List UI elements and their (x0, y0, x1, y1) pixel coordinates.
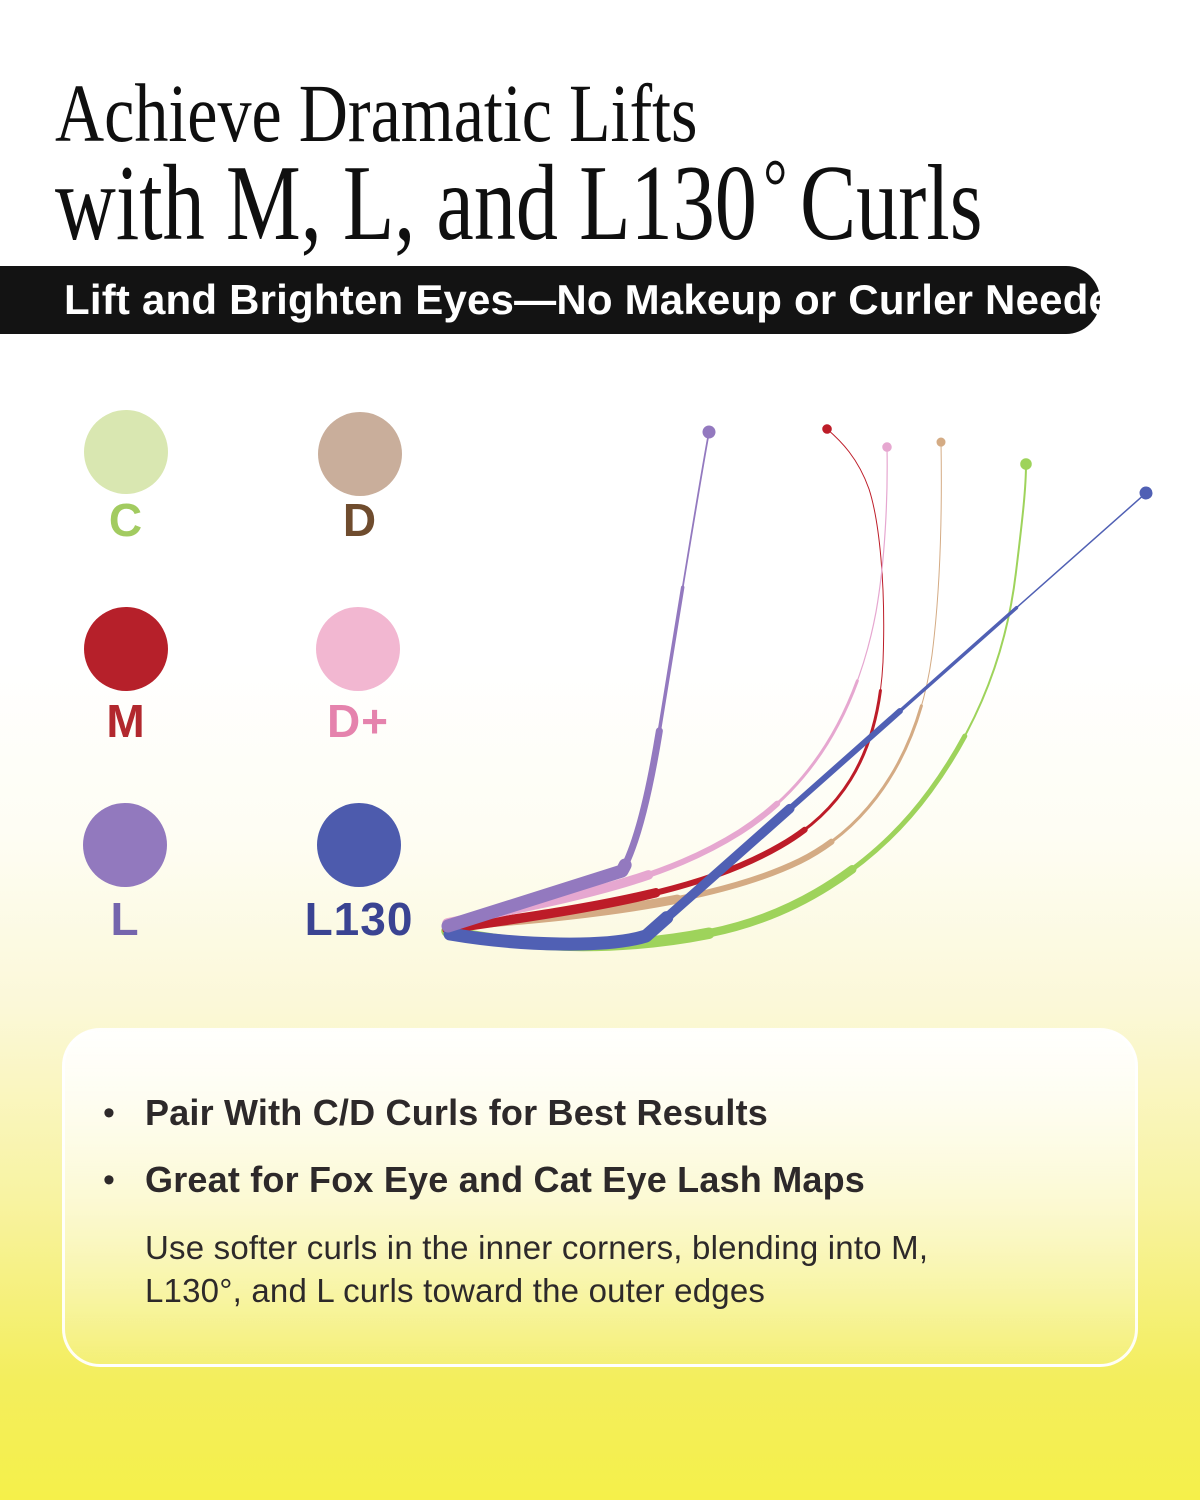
bullet-text: Great for Fox Eye and Cat Eye Lash Maps (145, 1159, 866, 1200)
legend-label-l: L (110, 893, 140, 945)
legend-circle-l (83, 803, 167, 887)
curve-l (441, 425, 716, 933)
bullet-text: Pair With C/D Curls for Best Results (145, 1092, 768, 1133)
legend-label-m: M (106, 695, 146, 747)
bullet-dot: • (103, 1094, 115, 1132)
title-line2-prefix: with M, L, and L130 (55, 144, 757, 263)
legend-label-d-plus: D+ (326, 695, 390, 747)
curve-c (441, 458, 1032, 952)
legend-circle-d-plus (316, 607, 400, 691)
info-card: • Pair With C/D Curls for Best Results •… (62, 1028, 1138, 1367)
note-text: Use softer curls in the inner corners, b… (145, 1229, 929, 1309)
curve-m (442, 424, 889, 934)
banner: Lift and Brighten Eyes—No Makeup or Curl… (0, 266, 1138, 334)
legend-circle-c (84, 410, 168, 494)
bullet-dot: • (103, 1161, 115, 1199)
page-title-line1: Achieve Dramatic Lifts (55, 67, 698, 159)
bullet-item: • Great for Fox Eye and Cat Eye Lash Map… (103, 1160, 1095, 1200)
curve-l130 (443, 486, 1153, 951)
legend-label-c: C (108, 494, 144, 546)
legend-circle-d (318, 412, 402, 496)
bullet-item: • Pair With C/D Curls for Best Results (103, 1093, 1095, 1133)
legend-circle-l130 (317, 803, 401, 887)
legend-circle-m (84, 607, 168, 691)
curve-d-plus (442, 442, 892, 928)
page-title-line2: with M, L, and L130° Curls (55, 148, 983, 258)
legend-label-d: D (342, 494, 378, 546)
legend-label-l130: L130 (304, 893, 414, 945)
degree-symbol: ° (763, 143, 788, 230)
curve-d (442, 437, 946, 931)
title-line2-suffix: Curls (799, 144, 983, 263)
